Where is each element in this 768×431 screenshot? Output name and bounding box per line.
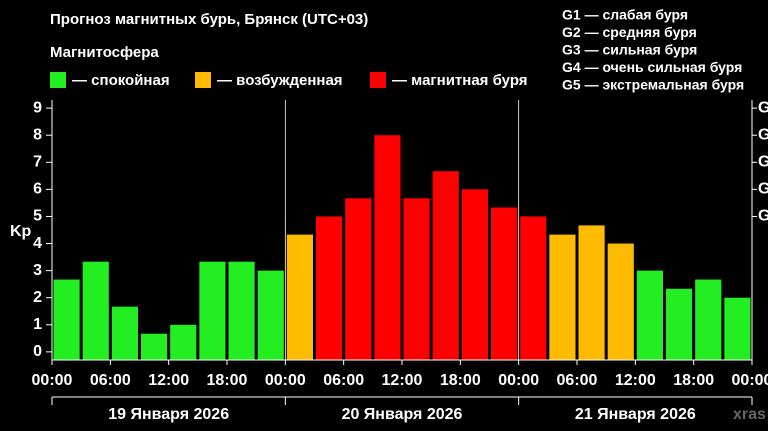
chart-title: Прогноз магнитных бурь, Брянск (UTC+03) <box>50 11 368 28</box>
bar <box>520 216 547 360</box>
bar <box>199 261 226 360</box>
legend-swatch <box>50 72 66 88</box>
bar <box>316 216 343 360</box>
bar <box>228 261 255 360</box>
y-tick-label: 3 <box>33 262 42 279</box>
bar <box>345 198 372 360</box>
day-label: 20 Января 2026 <box>342 406 463 423</box>
storm-legend-item: G3 — сильная буря <box>562 42 697 58</box>
y-axis-label: Kp <box>10 223 32 240</box>
y-tick-label: 0 <box>33 343 42 360</box>
x-tick-label: 18:00 <box>440 372 481 389</box>
y-tick-label: 7 <box>33 154 42 171</box>
legend-label: — возбужденная <box>217 72 343 89</box>
bar <box>607 243 634 360</box>
y-tick-label: 2 <box>33 289 42 306</box>
storm-legend-item: G1 — слабая буря <box>562 7 688 23</box>
x-tick-label: 18:00 <box>673 372 714 389</box>
x-tick-label: 12:00 <box>382 372 423 389</box>
y2-tick-label: G3 <box>758 154 768 171</box>
bar <box>461 189 488 360</box>
storm-legend-item: G2 — средняя буря <box>562 24 697 40</box>
bar <box>491 207 518 360</box>
bar <box>374 135 401 360</box>
x-tick-label: 00:00 <box>32 372 73 389</box>
y-tick-label: 5 <box>33 208 42 225</box>
watermark: xras <box>733 406 766 423</box>
bar <box>578 225 605 360</box>
y-tick-label: 4 <box>33 235 42 252</box>
bar <box>549 234 576 360</box>
x-tick-label: 18:00 <box>207 372 248 389</box>
storm-legend-item: G5 — экстремальная буря <box>562 77 744 93</box>
y2-tick-label: G4 <box>758 126 768 143</box>
bar <box>724 297 751 360</box>
bar <box>170 324 197 360</box>
bar <box>286 234 313 360</box>
storm-legend-item: G4 — очень сильная буря <box>562 59 742 75</box>
bar <box>636 270 663 360</box>
y2-tick-label: G1 <box>758 208 768 225</box>
bar <box>695 279 722 360</box>
legend-swatch <box>370 72 386 88</box>
y-tick-label: 6 <box>33 181 42 198</box>
y2-tick-label: G2 <box>758 181 768 198</box>
x-tick-label: 00:00 <box>498 372 539 389</box>
x-tick-label: 12:00 <box>148 372 189 389</box>
bar <box>141 333 168 360</box>
x-tick-label: 00:00 <box>265 372 306 389</box>
legend-label: — магнитная буря <box>392 72 528 89</box>
x-tick-label: 06:00 <box>557 372 598 389</box>
x-tick-label: 12:00 <box>615 372 656 389</box>
legend-label: — спокойная <box>72 72 170 89</box>
day-label: 21 Января 2026 <box>575 406 696 423</box>
legend-swatch <box>195 72 211 88</box>
y-tick-label: 8 <box>33 126 42 143</box>
bar <box>53 279 80 360</box>
bar <box>403 198 430 360</box>
bar <box>432 171 459 360</box>
day-label: 19 Января 2026 <box>108 406 229 423</box>
y-tick-label: 9 <box>33 99 42 116</box>
bar <box>111 306 138 360</box>
bar <box>666 288 693 360</box>
bar <box>257 270 284 360</box>
y2-tick-label: G5 <box>758 99 768 116</box>
x-tick-label: 00:00 <box>732 372 768 389</box>
legend-title: Магнитосфера <box>50 44 159 61</box>
x-tick-label: 06:00 <box>90 372 131 389</box>
bar <box>82 261 109 360</box>
x-tick-label: 06:00 <box>323 372 364 389</box>
y-tick-label: 1 <box>33 316 42 333</box>
